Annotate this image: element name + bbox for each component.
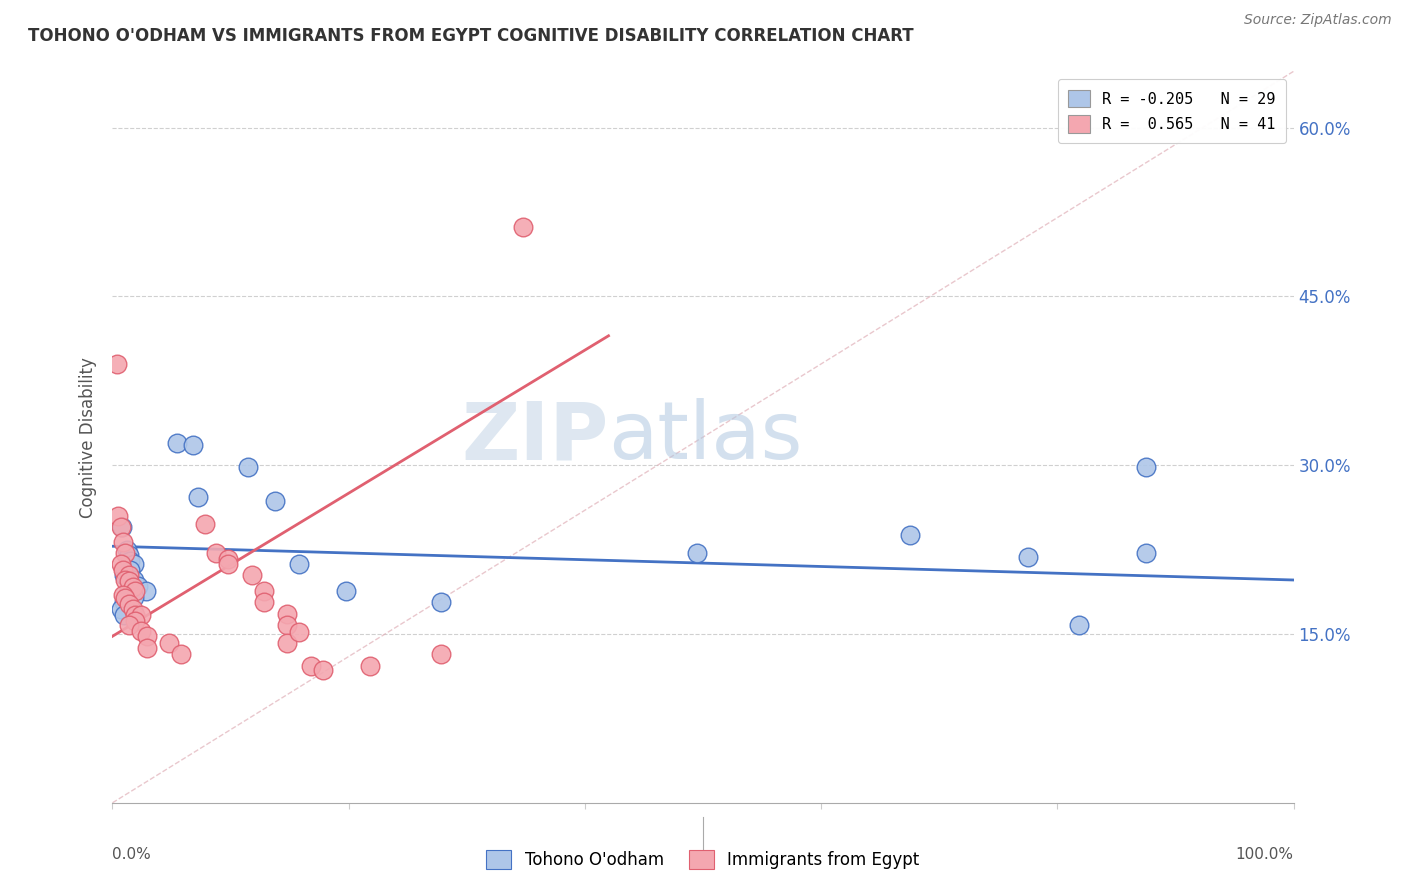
Point: [121, 580, 143, 594]
Text: atlas: atlas: [609, 398, 803, 476]
Point: [124, 584, 146, 599]
Point: [118, 582, 141, 596]
Point: [253, 595, 276, 609]
Point: [1067, 618, 1090, 632]
Point: [217, 551, 239, 566]
Legend: Tohono O'odham, Immigrants from Egypt: Tohono O'odham, Immigrants from Egypt: [477, 840, 929, 880]
Point: [122, 573, 145, 587]
Point: [430, 647, 453, 661]
Point: [111, 520, 134, 534]
Point: [112, 588, 135, 602]
Text: ZIP: ZIP: [461, 398, 609, 476]
Point: [186, 490, 208, 504]
Point: [157, 636, 180, 650]
Point: [430, 595, 453, 609]
Point: [299, 658, 322, 673]
Point: [112, 568, 135, 582]
Point: [181, 438, 204, 452]
Point: [166, 435, 188, 450]
Point: [312, 663, 335, 677]
Point: [276, 607, 298, 621]
Point: [118, 568, 141, 582]
Point: [118, 597, 141, 611]
Text: 100.0%: 100.0%: [1236, 847, 1294, 862]
Point: [1135, 546, 1157, 560]
Point: [240, 568, 263, 582]
Point: [135, 640, 157, 655]
Legend: R = -0.205   N = 29, R =  0.565   N = 41: R = -0.205 N = 29, R = 0.565 N = 41: [1057, 79, 1286, 144]
Point: [238, 460, 260, 475]
Point: [135, 584, 157, 599]
Point: [264, 494, 287, 508]
Point: [118, 548, 141, 562]
Point: [124, 607, 146, 622]
Point: [124, 614, 146, 628]
Y-axis label: Cognitive Disability: Cognitive Disability: [79, 357, 97, 517]
Point: [129, 624, 152, 638]
Point: [114, 591, 136, 605]
Point: [276, 618, 298, 632]
Point: [205, 546, 228, 560]
Point: [194, 516, 217, 531]
Point: [118, 574, 141, 588]
Point: [686, 546, 709, 560]
Text: 0.0%: 0.0%: [112, 847, 152, 862]
Point: [217, 558, 239, 572]
Point: [114, 573, 136, 587]
Point: [359, 658, 381, 673]
Point: [115, 542, 138, 557]
Point: [112, 607, 135, 622]
Point: [110, 602, 132, 616]
Text: Source: ZipAtlas.com: Source: ZipAtlas.com: [1244, 13, 1392, 28]
Point: [120, 563, 142, 577]
Point: [288, 624, 311, 639]
Point: [170, 647, 193, 661]
Point: [120, 554, 142, 568]
Point: [253, 584, 276, 599]
Point: [107, 508, 129, 523]
Point: [512, 219, 534, 234]
Point: [112, 563, 135, 577]
Text: TOHONO O'ODHAM VS IMMIGRANTS FROM EGYPT COGNITIVE DISABILITY CORRELATION CHART: TOHONO O'ODHAM VS IMMIGRANTS FROM EGYPT …: [28, 27, 914, 45]
Point: [276, 636, 298, 650]
Point: [135, 629, 157, 643]
Point: [122, 590, 145, 604]
Point: [112, 595, 135, 609]
Point: [129, 607, 152, 622]
Point: [1017, 550, 1039, 565]
Point: [288, 558, 311, 572]
Point: [1135, 460, 1157, 475]
Point: [121, 602, 143, 616]
Point: [335, 584, 357, 599]
Point: [112, 534, 135, 549]
Point: [127, 579, 149, 593]
Point: [122, 558, 145, 572]
Point: [898, 528, 921, 542]
Point: [105, 357, 128, 371]
Point: [110, 558, 132, 572]
Point: [118, 618, 141, 632]
Point: [110, 520, 132, 534]
Point: [114, 546, 136, 560]
